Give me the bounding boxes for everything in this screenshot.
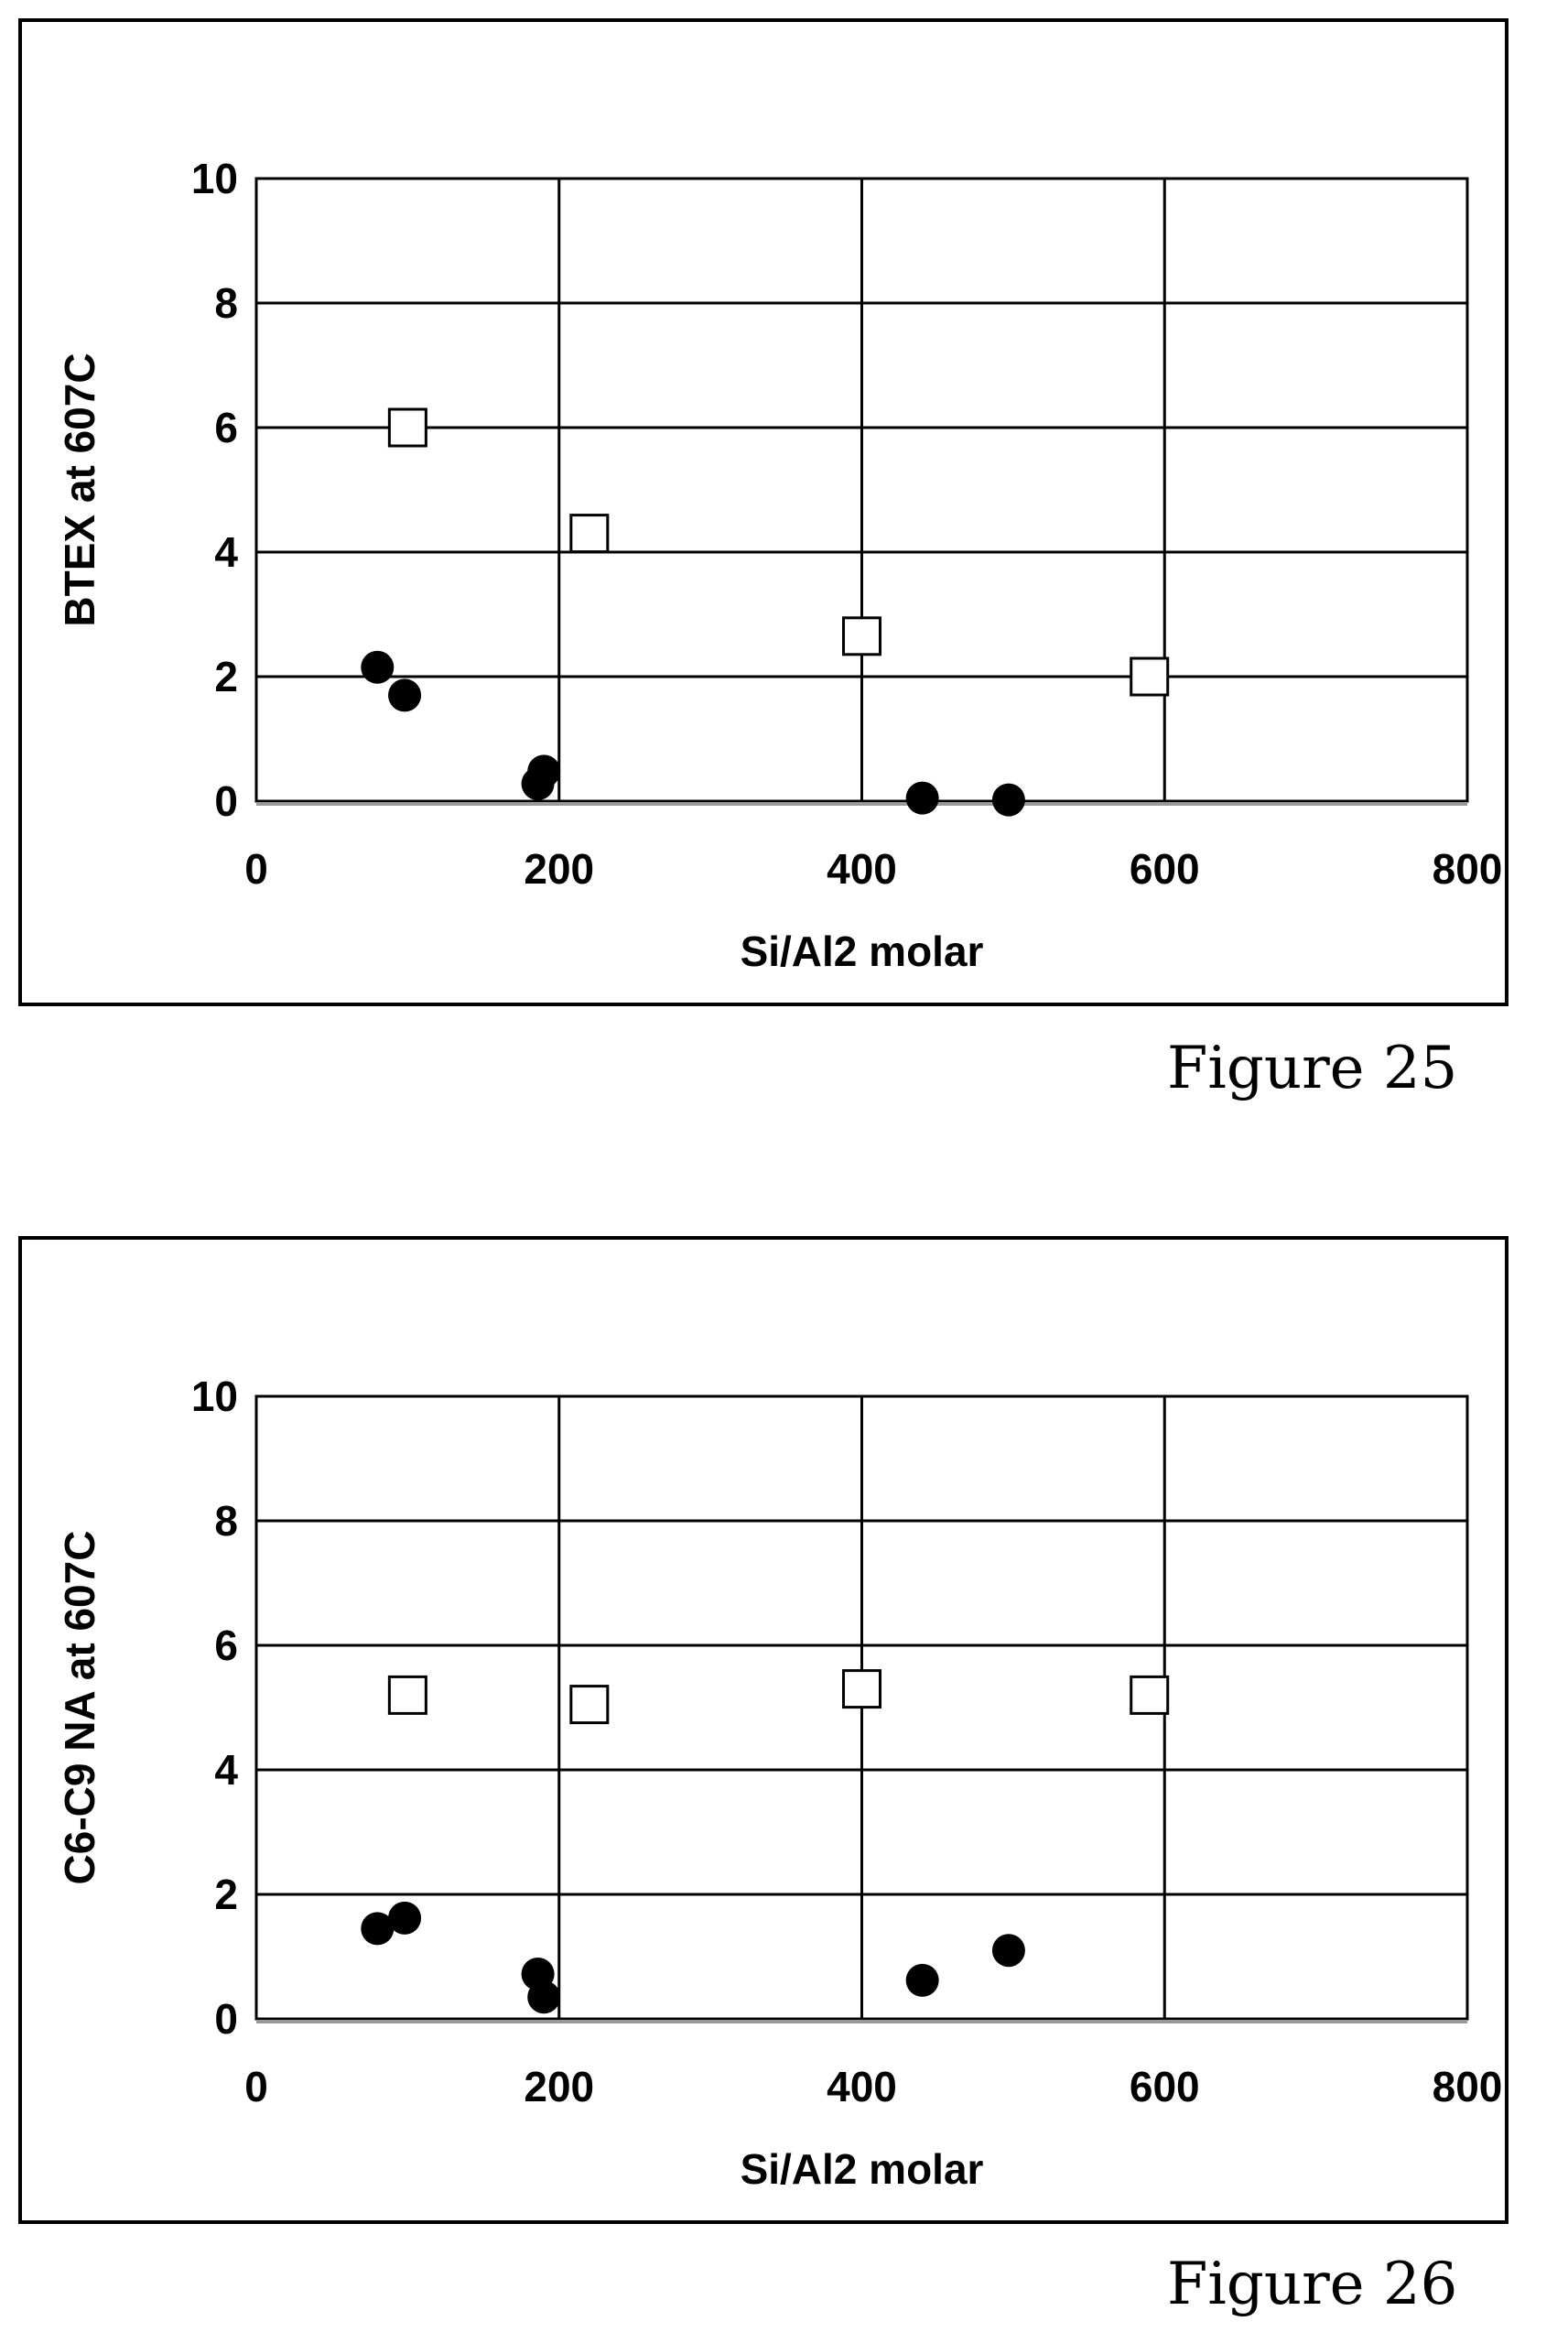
data-point-circle [905,781,939,815]
data-point-square [569,514,610,554]
y-tick-label: 0 [214,1995,238,2043]
y-tick-label: 2 [214,653,238,700]
x-tick-label: 600 [1130,2063,1200,2110]
y-tick-label: 8 [214,279,238,327]
btex-scatter-chart: 0 2 4 6 8 10 0 200 400 600 800 Si/Al2 molar BTEX at … [18,18,1509,1006]
y-tick-label: 6 [214,1622,238,1669]
y-tick-label: 4 [214,528,238,576]
x-tick-label: 400 [827,2063,897,2110]
x-axis-title: Si/Al2 molar [741,2145,984,2193]
figure-caption: Figure 26 [1167,2251,1458,2318]
y-axis-title: C6-C9 NA at 607C [56,1531,103,1885]
figure-26-panel: 0 2 4 6 8 10 0 200 400 600 800 Si/Al2 molar C6-C9 NA… [0,1218,1568,2318]
data-point-circle [388,1901,422,1935]
x-tick-label: 800 [1433,845,1503,893]
plot-area [254,177,1469,803]
y-tick-label: 4 [214,1746,238,1794]
x-tick-label: 800 [1433,2063,1503,2110]
x-tick-label: 0 [244,2063,268,2110]
y-tick-label: 8 [214,1497,238,1545]
c6-c9-na-scatter-chart: 0 2 4 6 8 10 0 200 400 600 800 Si/Al2 molar C6-C9 NA… [18,1236,1509,2224]
y-tick-label: 2 [214,1871,238,1918]
data-point-circle [361,650,395,684]
data-point-square [842,616,881,656]
data-point-square [1130,656,1170,697]
data-point-circle [527,1980,561,2014]
plot-area [254,1394,1469,2021]
data-point-square [387,1675,427,1715]
chart-frame [18,1236,1509,2224]
data-point-circle [361,1912,395,1946]
data-point-circle [991,1934,1025,1968]
x-tick-label: 600 [1130,845,1200,893]
figure-25-panel: 0 2 4 6 8 10 0 200 400 600 800 Si/Al2 molar BTEX at … [0,0,1568,1102]
data-point-circle [527,754,561,788]
data-point-circle [991,783,1025,817]
y-tick-label: 10 [191,155,238,202]
data-point-square [842,1669,881,1709]
figure-caption: Figure 25 [1167,1035,1458,1102]
x-tick-label: 200 [524,2063,594,2110]
y-tick-label: 0 [214,777,238,825]
data-point-square [569,1685,610,1725]
y-tick-label: 10 [191,1372,238,1420]
x-tick-label: 400 [827,845,897,893]
data-point-circle [905,1963,939,1997]
chart-frame [18,18,1509,1006]
y-axis-title: BTEX at 607C [56,353,103,626]
y-tick-label: 6 [214,404,238,451]
data-point-square [387,407,427,448]
x-tick-label: 0 [244,845,268,893]
x-axis-title: Si/Al2 molar [741,927,984,975]
x-tick-label: 200 [524,845,594,893]
data-point-circle [388,678,422,712]
data-point-square [1130,1675,1170,1715]
